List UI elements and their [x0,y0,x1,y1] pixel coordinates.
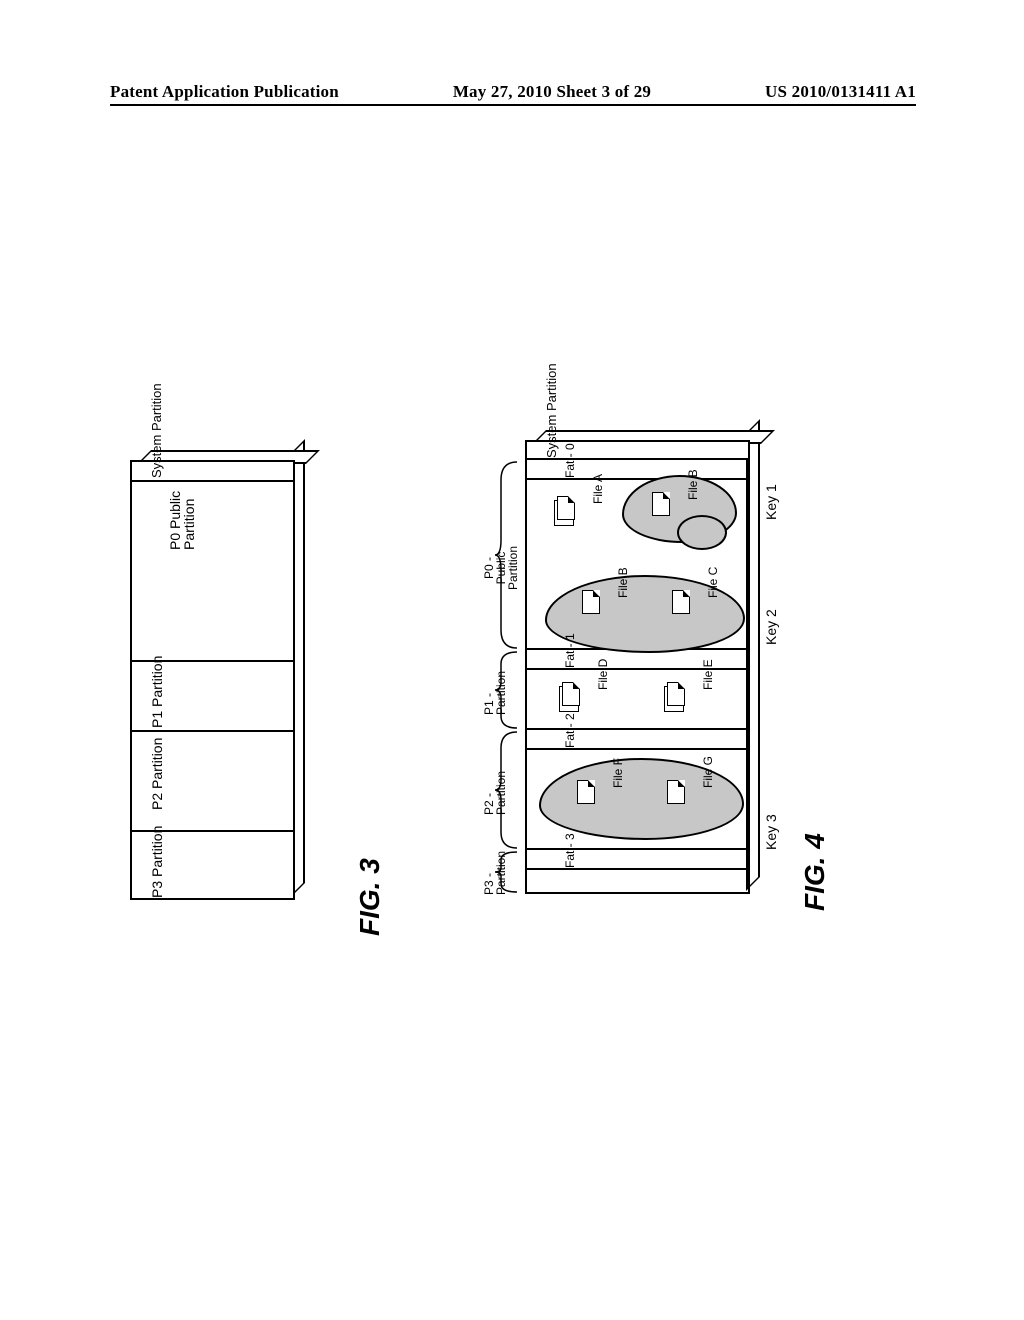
fig4-fat3-label: Fat - 3 [563,833,577,868]
fig3-label-p1: P1 Partition [149,656,165,728]
fig4-p1: File D File E [525,670,750,730]
figure-area: System Partition P0 PublicPartition P1 P… [110,140,916,1200]
file-E: File E [667,682,685,706]
fig4-p3 [525,870,750,894]
fig3-label-sys: System Partition [149,383,164,478]
fig4-fat0 [525,460,750,480]
fig3-label-p3: P3 Partition [149,826,165,898]
fig4-label-sys: System Partition [544,363,559,458]
fig4-fat2-label: Fat - 2 [563,713,577,748]
file-A-label: File A [591,474,605,504]
file-B-label: File B [616,567,630,598]
fig4-stack: System Partition Fat - 0 File A File B [525,440,750,894]
fig3-label-p2: P2 Partition [149,738,165,810]
file-A: File A [557,496,575,520]
fig3-label-p0: P0 PublicPartition [168,491,196,550]
file-Bp-label: File B [686,469,700,500]
brace-p1-label: P1 -Partition [483,671,507,715]
brace-p2-label: P2 -Partition [483,771,507,815]
page-header: Patent Application Publication May 27, 2… [110,82,916,106]
key2: Key 2 [763,609,779,645]
fig3-p0 [130,480,295,660]
file-D: File D [562,682,580,706]
file-F: File F [577,780,595,804]
header-center: May 27, 2010 Sheet 3 of 29 [453,82,651,102]
file-C-label: File C [706,567,720,598]
fig4-fat1-label: Fat - 1 [563,633,577,668]
fig4-fat3 [525,850,750,870]
file-F-label: File F [611,758,625,788]
file-G-label: File G [701,756,715,788]
fig4-fat1 [525,650,750,670]
header-right: US 2010/0131411 A1 [765,82,916,102]
fig4-p2: File F File G [525,750,750,850]
file-Bprime: File B [652,492,670,516]
fig3-stack: System Partition P0 PublicPartition P1 P… [130,460,295,900]
fig4-fat0-label: Fat - 0 [563,443,577,478]
key3: Key 3 [763,814,779,850]
file-B: File B [582,590,600,614]
fig4-fat2 [525,730,750,750]
page: Patent Application Publication May 27, 2… [0,0,1024,1320]
file-C: File C [672,590,690,614]
header-left: Patent Application Publication [110,82,339,102]
file-E-label: File E [701,659,715,690]
fig3-caption: FIG. 3 [354,816,386,936]
cloud-key1-b [677,515,727,550]
fig4-caption: FIG. 4 [799,791,831,911]
key1: Key 1 [763,484,779,520]
file-G: File G [667,780,685,804]
fig4-p0: File A File B File B File C [525,480,750,650]
file-D-label: File D [596,659,610,690]
brace-p3-label: P3 -Partition [483,851,507,895]
brace-p0-label: P0 -PublicPartition [483,546,519,590]
